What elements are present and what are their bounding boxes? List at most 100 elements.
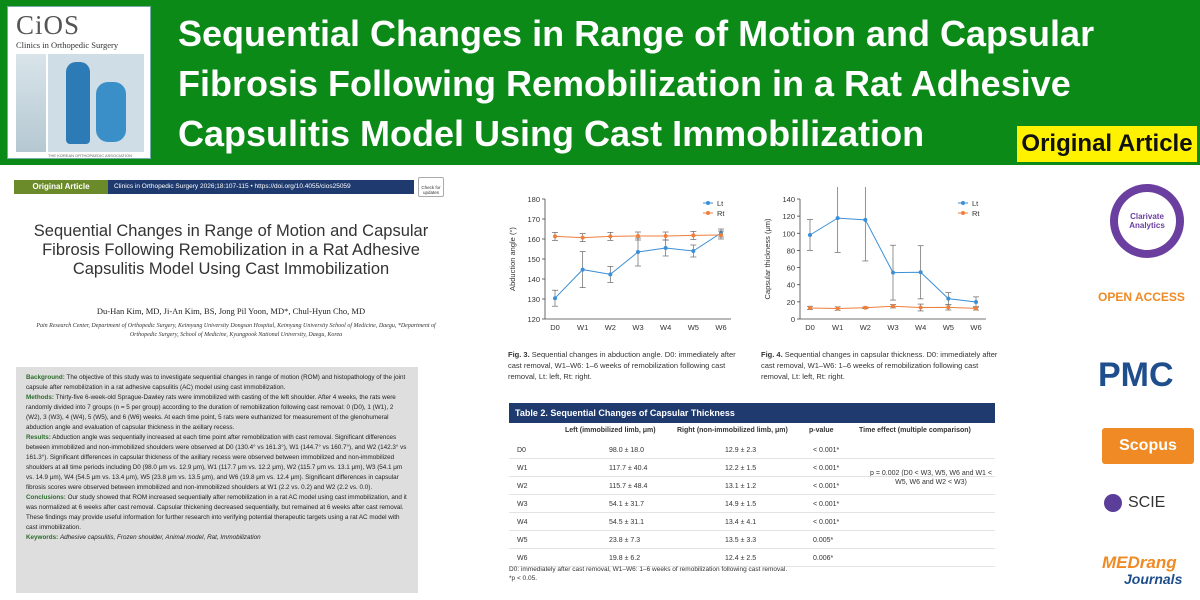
x-tick-label: W6 [970,323,981,332]
table-cell: 23.8 ± 7.3 [609,537,641,544]
legend-marker [961,211,965,215]
data-point-lt [636,250,640,254]
legend-marker [706,201,710,205]
table-cell: 54.1 ± 31.7 [609,501,644,508]
legend-marker [961,201,965,205]
table-cell: 13.4 ± 4.1 [725,519,757,526]
table-row: W5 23.8 ± 7.3 13.5 ± 3.3 0.005* [509,531,995,549]
cover-footer: THE KOREAN ORTHOPAEDIC ASSOCIATION [48,153,133,158]
data-point-lt [608,272,613,277]
table-row: W6 19.8 ± 6.2 12.4 ± 2.5 0.006* [509,549,995,567]
paper-first-page: Original Article Clinics in Orthopedic S… [6,172,456,597]
y-tick-label: 140 [782,195,795,204]
cover-logo: CiOS [16,10,81,40]
scopus-logo: Scopus [1102,428,1194,464]
x-tick-label: W5 [943,323,954,332]
table-cell: W4 [517,519,528,526]
table-cell: 12.2 ± 1.5 [725,465,757,472]
table-grid: Left (immobilized limb, μm) Right (non-i… [509,423,995,567]
table-footnote: D0: immediately after cast removal, W1–W… [509,566,788,582]
table-row: W4 54.5 ± 31.1 13.4 ± 4.1 < 0.001* [509,513,995,531]
y-tick-label: 180 [527,195,540,204]
scie-logo: SCIE [1104,494,1165,512]
table-cell: 117.7 ± 40.4 [609,465,648,472]
y-tick-label: 120 [782,212,795,221]
col-header-pvalue: p-value [809,427,834,434]
paper-title: Sequential Changes in Range of Motion an… [33,222,429,278]
data-point-lt [663,246,668,250]
data-point-rt [608,234,613,239]
cover-subtitle: Clinics in Orthopedic Surgery [16,40,119,50]
col-header-right: Right (non-immobilized limb, μm) [677,427,788,434]
abstract-box: Background: The objective of this study … [16,367,418,593]
legend-label: Rt [717,209,725,218]
legend-label: Lt [972,199,979,208]
legend-marker [706,211,710,215]
y-tick-label: 150 [527,255,540,264]
table-cell: 14.9 ± 1.5 [725,501,757,508]
abstract-results: Results: Abduction angle was sequentiall… [26,434,407,491]
data-point-rt [974,306,978,311]
data-point-rt [891,304,895,309]
y-tick-label: 80 [787,246,795,255]
data-point-lt [918,270,923,275]
y-tick-label: 170 [527,215,540,224]
abstract-keywords: Keywords: Adhesive capsulitis, Frozen sh… [26,534,261,541]
x-tick-label: W3 [887,323,898,332]
paper-citation: Clinics in Orthopedic Surgery 2026;18:10… [114,183,351,190]
y-tick-label: 100 [782,229,795,238]
abstract-background: Background: The objective of this study … [26,374,406,391]
data-point-rt [580,235,585,240]
y-tick-label: 60 [787,264,795,273]
table-cell: 115.7 ± 48.4 [609,483,648,490]
data-point-lt [580,267,585,272]
table-cell: < 0.001* [813,447,840,454]
table-row: W1 117.7 ± 40.4 12.2 ± 1.5 < 0.001* [509,459,995,477]
data-point-lt [553,296,557,301]
data-point-rt [946,305,951,310]
table-cell: W1 [517,465,528,472]
abstract-conclusions: Conclusions: Our study showed that ROM i… [26,494,407,531]
table-cell: < 0.001* [813,483,840,490]
data-point-lt [974,300,978,305]
x-tick-label: W2 [605,323,616,332]
check-for-updates-icon[interactable]: Check for updates [418,177,444,197]
x-tick-label: W6 [715,323,726,332]
x-tick-label: W5 [688,323,699,332]
open-access-logo: OPEN ACCESS [1098,290,1185,304]
table-cell: W5 [517,537,528,544]
data-point-lt [808,233,812,237]
col-header-left: Left (immobilized limb, μm) [565,427,656,434]
data-point-rt [691,233,696,238]
paper-type-label: Original Article [14,180,108,194]
x-tick-label: W2 [860,323,871,332]
y-tick-label: 160 [527,235,540,244]
data-point-rt [663,234,668,238]
paper-authors: Du-Han Kim, MD, Ji-An Kim, BS, Jong Pil … [96,306,366,316]
table-cell: 54.5 ± 31.1 [609,519,644,526]
fig3-abduction-chart: 120 130 140 150 160 170 180 D0 W1 W2 W3 W4 W5 W6 Abduc… [508,195,731,332]
table-row: D0 98.0 ± 18.0 12.9 ± 2.3 < 0.001* [509,441,995,459]
table-cell: 0.006* [813,555,834,562]
fig3-caption: Fig. 3. Sequential changes in abduction … [508,350,736,381]
x-tick-label: W4 [660,323,671,332]
table-row: W2 115.7 ± 48.4 13.1 ± 1.2 < 0.001* [509,477,995,495]
data-point-rt [863,305,868,310]
legend-label: Lt [717,199,724,208]
x-tick-label: W1 [577,323,588,332]
cover-bone-illustration [48,54,144,152]
paper-header-bar: Original Article Clinics in Orthopedic S… [14,180,414,194]
indexing-logos: Clarivate Analytics OPEN ACCESS PMC Scop… [1096,176,1200,596]
table-title: Table 2. Sequential Changes of Capsular … [509,403,995,423]
y-axis-label: Abduction angle (°) [508,227,517,291]
data-point-lt [863,217,868,222]
table-cell: 98.0 ± 18.0 [609,447,644,454]
table-cell: W2 [517,483,528,490]
legend-label: Rt [972,209,980,218]
data-point-rt [553,234,557,239]
table-cell: < 0.001* [813,465,840,472]
data-point-rt [636,234,640,238]
y-tick-label: 140 [527,275,540,284]
y-axis-label: Capsular thickness (μm) [763,218,772,300]
pmc-logo: PMC [1098,356,1174,394]
